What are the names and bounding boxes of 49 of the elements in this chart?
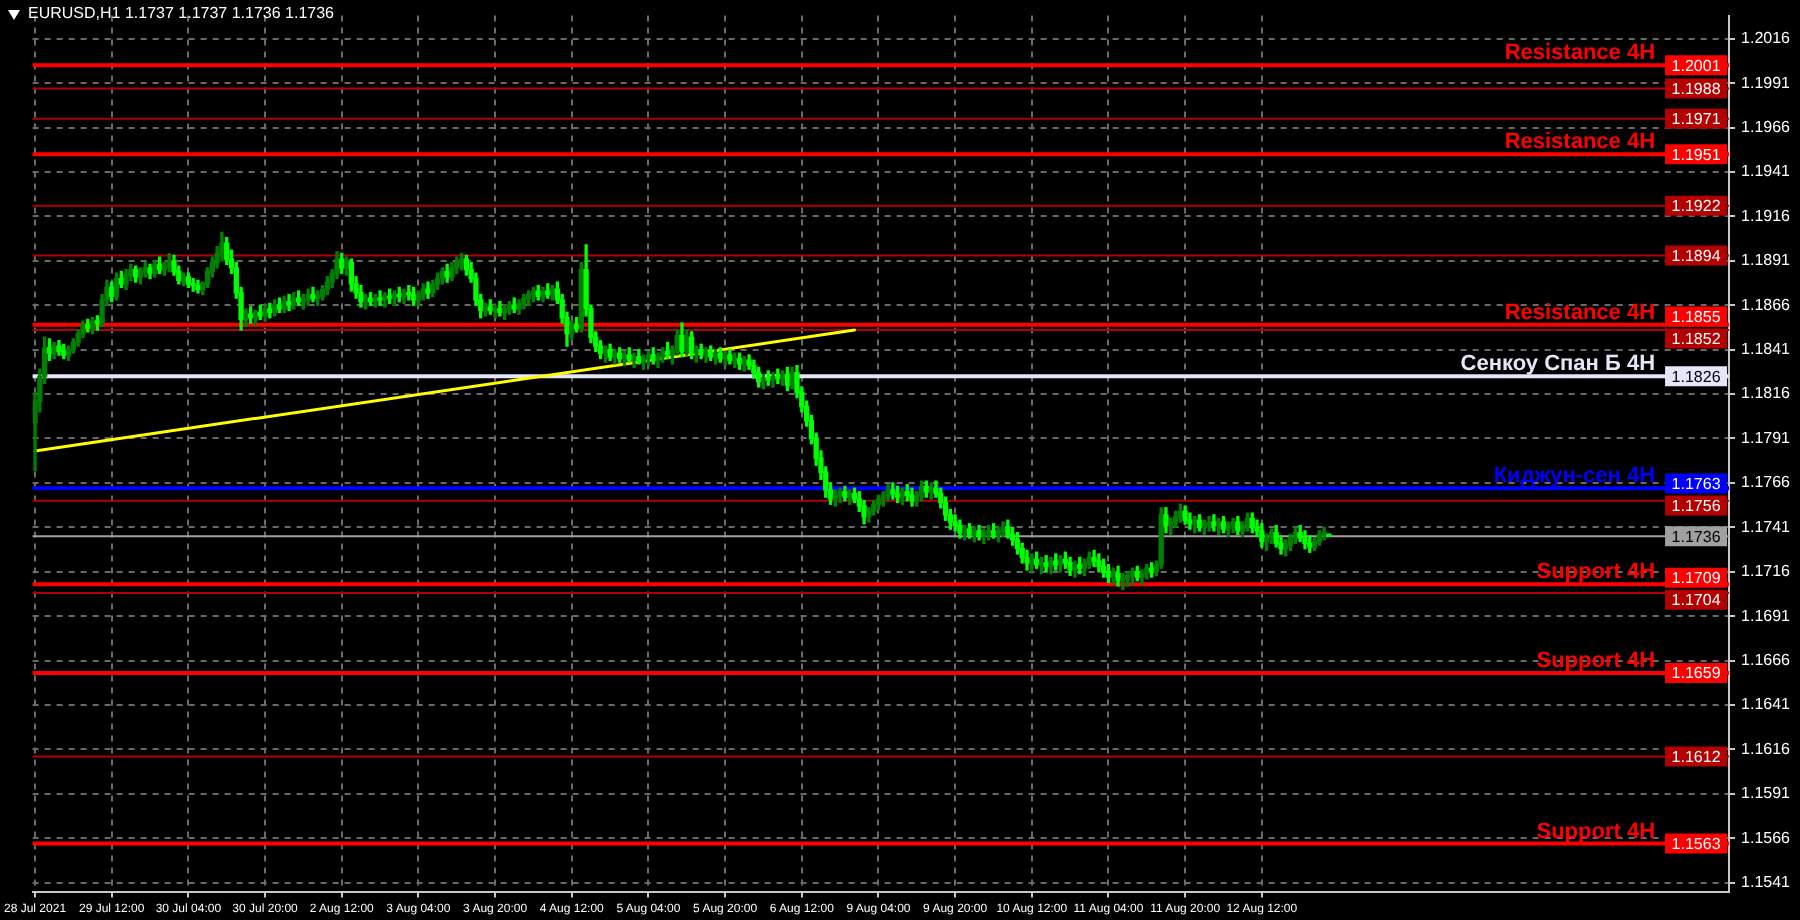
y-tick-label: 1.1766 <box>1741 473 1792 492</box>
candlestick <box>1211 514 1217 532</box>
ref-line-label: 1.1971 <box>1671 110 1722 129</box>
candlestick <box>377 290 383 306</box>
y-tick-label: 1.2016 <box>1741 29 1792 48</box>
ref-line-label: 1.1922 <box>1671 197 1722 216</box>
annotation: Сенкоу Спан Б 4H <box>1460 352 1656 377</box>
ref-line-label: 1.1704 <box>1671 591 1722 610</box>
ref-line-label: 1.1826 <box>1671 367 1722 386</box>
y-tick-label: 1.1916 <box>1741 206 1792 225</box>
y-tick-label: 1.1691 <box>1741 606 1792 625</box>
annotation: Support 4H <box>1536 649 1656 674</box>
ref-line-label: 1.1855 <box>1671 307 1722 326</box>
y-tick-label: 1.1591 <box>1741 784 1792 803</box>
y-tick-label: 1.1866 <box>1741 295 1792 314</box>
ref-line-label: 1.1709 <box>1671 569 1722 588</box>
annotation: Support 4H <box>1536 560 1656 585</box>
y-tick-label: 1.1791 <box>1741 428 1792 447</box>
ref-line-label: 1.1951 <box>1671 145 1722 164</box>
annotation: Resistance 4H <box>1504 300 1656 325</box>
ref-line-label: 1.1612 <box>1671 747 1722 766</box>
ref-line-label: 1.1563 <box>1671 835 1722 854</box>
y-tick-label: 1.1741 <box>1741 517 1792 536</box>
y-tick-label: 1.1816 <box>1741 384 1792 403</box>
y-tick-label: 1.1716 <box>1741 562 1792 581</box>
candlestick <box>952 514 958 532</box>
ref-line-label: 1.1763 <box>1671 474 1722 493</box>
y-tick-label: 1.1641 <box>1741 695 1792 714</box>
ref-line-label: 1.1988 <box>1671 79 1722 98</box>
y-tick-label: 1.1991 <box>1741 73 1792 92</box>
y-tick-label: 1.1566 <box>1741 828 1792 847</box>
chart-title: EURUSD,H1 1.1737 1.1737 1.1736 1.1736 <box>28 4 334 24</box>
ref-line-label: 1.1894 <box>1671 246 1722 265</box>
annotation: Resistance 4H <box>1504 130 1656 155</box>
ref-line-label: 1.1756 <box>1671 496 1722 515</box>
ref-line-label: 1.1736 <box>1671 527 1722 546</box>
y-tick-label: 1.1891 <box>1741 251 1792 270</box>
annotation: Resistance 4H <box>1504 41 1656 66</box>
y-tick-label: 1.1941 <box>1741 162 1792 181</box>
y-tick-label: 1.1841 <box>1741 340 1792 359</box>
y-tick-label: 1.1966 <box>1741 117 1792 136</box>
annotation: Киджун-сен 4H <box>1493 464 1656 489</box>
y-tick-label: 1.1616 <box>1741 739 1792 758</box>
ref-line-label: 1.2001 <box>1671 56 1722 75</box>
ref-line-label: 1.1659 <box>1671 664 1722 683</box>
y-tick-label: 1.1541 <box>1741 873 1792 892</box>
annotation: Support 4H <box>1536 819 1656 844</box>
y-tick-label: 1.1666 <box>1741 651 1792 670</box>
ref-line-label: 1.1852 <box>1671 329 1722 348</box>
